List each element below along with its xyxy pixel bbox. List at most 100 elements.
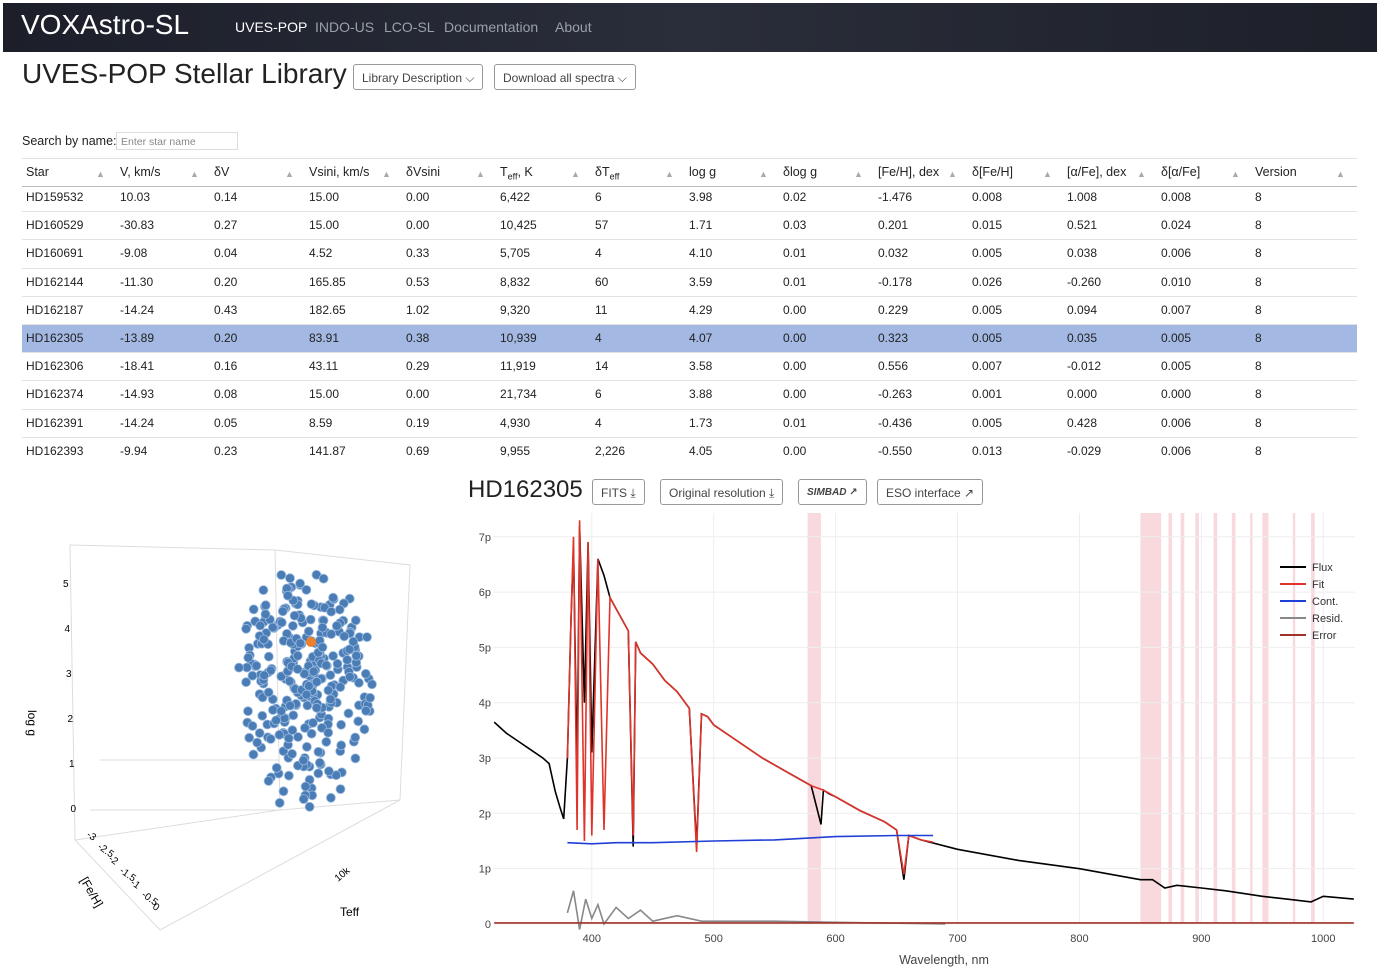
table-cell: 0.005 bbox=[1161, 331, 1192, 345]
column-header[interactable]: Teff, K bbox=[500, 164, 533, 185]
column-header[interactable]: δ[α/Fe] bbox=[1161, 164, 1200, 180]
nav-link[interactable]: Documentation bbox=[444, 19, 539, 35]
table-cell: 0.04 bbox=[214, 246, 238, 261]
column-header[interactable]: δVsini bbox=[406, 164, 440, 180]
table-cell: 0.026 bbox=[972, 274, 1003, 289]
scatter-point bbox=[247, 670, 258, 681]
column-header[interactable]: [α/Fe], dex bbox=[1067, 164, 1126, 180]
table-cell: 1.71 bbox=[689, 218, 713, 233]
scatter-point bbox=[298, 794, 309, 805]
masked-region bbox=[1250, 513, 1253, 924]
column-header[interactable]: δlog g bbox=[783, 164, 817, 180]
column-header[interactable]: Version bbox=[1255, 164, 1297, 180]
table-cell: -0.436 bbox=[878, 415, 913, 430]
legend-label[interactable]: Error bbox=[1312, 630, 1337, 642]
scatter-point bbox=[360, 668, 371, 679]
nav-link[interactable]: INDO-US bbox=[315, 19, 375, 35]
star-name: HD162305 bbox=[468, 476, 583, 503]
brand[interactable]: VOXAstro-SL bbox=[21, 9, 190, 40]
link-button[interactable]: ESO interface ↗ bbox=[877, 479, 984, 505]
table-cell: 0.556 bbox=[878, 359, 909, 374]
dropdown-button[interactable]: Download all spectra ⌵ bbox=[494, 64, 636, 90]
axis-label: log g bbox=[25, 710, 39, 736]
scatter-point bbox=[293, 732, 303, 742]
table-rule bbox=[22, 186, 1357, 187]
column-header[interactable]: δV bbox=[214, 164, 229, 180]
table-cell: 1.008 bbox=[1067, 190, 1098, 204]
table-cell: 3.58 bbox=[689, 359, 713, 374]
download-button[interactable]: FITS ⤓ bbox=[592, 479, 645, 505]
header-text: Star bbox=[26, 165, 49, 179]
y-tick-label: 1p bbox=[479, 864, 491, 876]
scatter-point bbox=[252, 737, 263, 748]
scatter-point bbox=[350, 732, 361, 743]
y-tick-label: 3p bbox=[479, 753, 491, 765]
table-cell: 0.69 bbox=[406, 443, 430, 458]
header-text: δlog g bbox=[783, 165, 818, 179]
nav-link[interactable]: UVES-POP bbox=[235, 19, 308, 35]
nav-link[interactable]: About bbox=[555, 19, 592, 35]
header-subscript: eff bbox=[609, 171, 620, 182]
download-button[interactable]: Original resolution ⤓ bbox=[660, 479, 784, 505]
tick-label: 0 bbox=[150, 901, 161, 913]
button-label: Original resolution bbox=[669, 486, 766, 500]
table-cell: 0.33 bbox=[406, 246, 430, 261]
table-cell: HD162391 bbox=[26, 415, 84, 430]
scatter-point bbox=[314, 757, 325, 768]
table-cell: 11,919 bbox=[500, 359, 536, 374]
axis-label: Teff bbox=[340, 905, 360, 919]
legend-label[interactable]: Resid. bbox=[1312, 613, 1343, 625]
scatter-point bbox=[336, 719, 347, 730]
scatter-point bbox=[295, 638, 306, 649]
column-header[interactable]: δ[Fe/H] bbox=[972, 164, 1013, 180]
table-cell: 4.10 bbox=[689, 246, 713, 261]
y-tick-label: 2p bbox=[479, 808, 491, 820]
table-cell: 0.013 bbox=[972, 443, 1003, 458]
table-cell: -11.30 bbox=[120, 274, 154, 289]
table-cell: -0.260 bbox=[1067, 274, 1102, 289]
scatter-point bbox=[276, 706, 287, 717]
link-button[interactable]: SIMBAD ↗ bbox=[798, 479, 867, 505]
search-label: Search by name: bbox=[22, 134, 117, 148]
table-cell: HD162144 bbox=[26, 274, 84, 289]
dropdown-button[interactable]: Library Description ⌵ bbox=[353, 64, 484, 90]
table-rule bbox=[22, 158, 1357, 159]
scatter-point bbox=[311, 676, 322, 687]
scatter-3d[interactable]: log g[Fe/H]Teff012345-3-2.5-2-1.5-1-0.50… bbox=[0, 510, 460, 960]
table-cell: -14.24 bbox=[120, 415, 155, 430]
column-header[interactable]: Vsini, km/s bbox=[309, 164, 369, 180]
table-cell: 0.007 bbox=[1161, 302, 1192, 317]
column-header[interactable]: δTeff bbox=[595, 164, 619, 185]
scatter-point bbox=[321, 736, 332, 747]
column-header[interactable]: [Fe/H], dex bbox=[878, 164, 939, 180]
x-tick-label: 600 bbox=[826, 933, 844, 945]
legend-label[interactable]: Cont. bbox=[1312, 596, 1338, 608]
legend-label[interactable]: Fit bbox=[1312, 579, 1324, 591]
masked-region bbox=[1311, 513, 1315, 924]
table-cell: 0.08 bbox=[214, 387, 238, 402]
table-cell: 0.000 bbox=[1067, 387, 1098, 402]
column-header[interactable]: log g bbox=[689, 164, 716, 180]
search-input[interactable]: Enter star name bbox=[116, 132, 238, 150]
series-line bbox=[567, 834, 934, 845]
nav-link[interactable]: LCO-SL bbox=[384, 19, 435, 35]
scatter-point bbox=[248, 604, 259, 615]
header-text: [α/Fe], dex bbox=[1067, 165, 1127, 179]
legend-label[interactable]: Flux bbox=[1312, 562, 1333, 574]
table-cell: 9,955 bbox=[500, 443, 531, 458]
series-line bbox=[493, 525, 1354, 903]
scatter-point bbox=[305, 614, 316, 625]
scatter-point bbox=[326, 629, 337, 639]
column-header[interactable]: Star bbox=[26, 164, 49, 180]
table-cell: -0.550 bbox=[878, 443, 913, 458]
sort-icon: ▲ bbox=[476, 169, 485, 179]
header-text: δV bbox=[214, 165, 230, 179]
spectrum-chart[interactable]: 0 1p 2p 3p 4p 5p 6p 7p 400 500 600 700 800 900 1000 Wav… bbox=[470, 506, 1370, 971]
table-rule bbox=[22, 239, 1357, 241]
tick-label: 5 bbox=[63, 579, 69, 590]
scatter-point bbox=[331, 621, 342, 631]
scatter-point bbox=[304, 801, 315, 812]
x-tick-label: 900 bbox=[1192, 933, 1210, 945]
table-cell: 0.00 bbox=[406, 218, 430, 233]
column-header[interactable]: V, km/s bbox=[120, 164, 161, 180]
